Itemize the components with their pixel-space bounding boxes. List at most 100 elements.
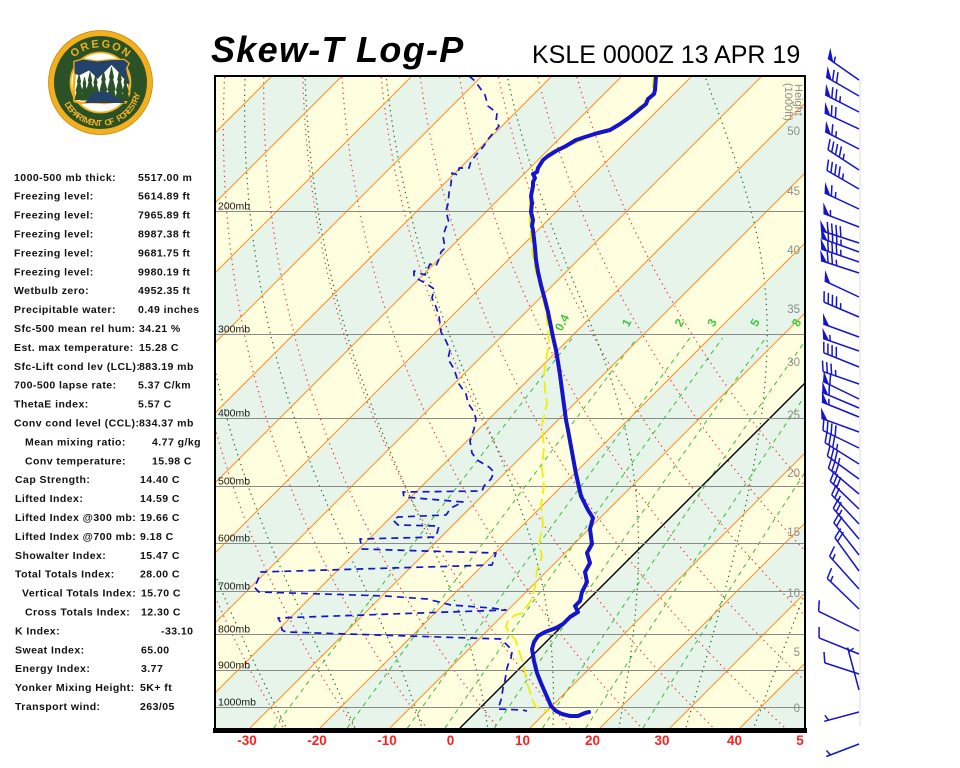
svg-text:G: G bbox=[101, 38, 111, 51]
svg-text:Transport wind:: Transport wind: bbox=[15, 701, 101, 713]
svg-text:200mb: 200mb bbox=[218, 201, 250, 213]
svg-text:5.37 C/km: 5.37 C/km bbox=[138, 380, 191, 392]
svg-text:0.49 inches: 0.49 inches bbox=[138, 304, 200, 316]
svg-text:E: E bbox=[91, 38, 100, 51]
svg-text:5: 5 bbox=[794, 647, 800, 659]
svg-text:Est. max temperature:: Est. max temperature: bbox=[14, 342, 134, 354]
svg-text:Height: Height bbox=[792, 84, 804, 116]
svg-text:15.28 C: 15.28 C bbox=[139, 342, 179, 354]
svg-text:15.47 C: 15.47 C bbox=[140, 550, 180, 562]
svg-text:15.70 C: 15.70 C bbox=[141, 588, 181, 600]
svg-text:Sfc-Lift cond lev (LCL):: Sfc-Lift cond lev (LCL): bbox=[14, 361, 140, 373]
svg-text:T: T bbox=[128, 98, 140, 108]
svg-text:500mb: 500mb bbox=[218, 476, 250, 488]
svg-text:10: 10 bbox=[515, 733, 530, 748]
svg-text:700-500 lapse rate:: 700-500 lapse rate: bbox=[14, 380, 117, 392]
svg-text:900mb: 900mb bbox=[218, 660, 250, 672]
svg-text:5517.00 m: 5517.00 m bbox=[138, 172, 192, 184]
svg-text:Energy Index:: Energy Index: bbox=[15, 663, 90, 675]
svg-text:25: 25 bbox=[787, 410, 800, 422]
svg-text:Cap Strength:: Cap Strength: bbox=[15, 474, 90, 486]
svg-text:D: D bbox=[63, 100, 75, 110]
svg-text:KSLE 0000Z 13 APR 19: KSLE 0000Z 13 APR 19 bbox=[532, 41, 800, 69]
svg-text:0: 0 bbox=[447, 733, 455, 748]
svg-text:Lifted Index:: Lifted Index: bbox=[15, 493, 83, 505]
svg-text:65.00: 65.00 bbox=[141, 644, 170, 656]
svg-text:Vertical Totals Index:: Vertical Totals Index: bbox=[22, 588, 136, 600]
svg-text:Skew-T Log-P: Skew-T Log-P bbox=[211, 29, 465, 70]
svg-text:-30: -30 bbox=[237, 733, 257, 748]
svg-text:T: T bbox=[79, 113, 89, 125]
svg-text:4.77 g/kg: 4.77 g/kg bbox=[152, 436, 201, 448]
svg-text:883.19 mb: 883.19 mb bbox=[139, 361, 194, 373]
svg-text:P: P bbox=[68, 106, 79, 117]
svg-text:F: F bbox=[115, 112, 125, 123]
svg-text:12.30 C: 12.30 C bbox=[141, 607, 181, 619]
svg-text:R: R bbox=[130, 94, 142, 104]
svg-text:3.77: 3.77 bbox=[141, 663, 163, 675]
svg-text:Sweat Index:: Sweat Index: bbox=[15, 644, 85, 656]
svg-text:50: 50 bbox=[787, 126, 800, 138]
svg-text:28.00 C: 28.00 C bbox=[140, 569, 180, 581]
svg-text:35: 35 bbox=[787, 304, 800, 316]
svg-text:700mb: 700mb bbox=[218, 581, 250, 593]
svg-text:Freezing level:: Freezing level: bbox=[14, 191, 94, 203]
svg-text:263/05: 263/05 bbox=[140, 701, 175, 713]
svg-text:K Index:: K Index: bbox=[15, 625, 60, 637]
svg-text:40: 40 bbox=[727, 733, 742, 748]
svg-text:O: O bbox=[117, 109, 129, 121]
svg-text:1000mb: 1000mb bbox=[218, 697, 256, 709]
svg-text:M: M bbox=[82, 115, 92, 127]
svg-text:300mb: 300mb bbox=[218, 324, 250, 336]
svg-text:0: 0 bbox=[794, 703, 800, 715]
svg-text:Y: Y bbox=[131, 91, 142, 99]
svg-text:800mb: 800mb bbox=[218, 624, 250, 636]
svg-text:600mb: 600mb bbox=[218, 533, 250, 545]
svg-text:5K+ ft: 5K+ ft bbox=[140, 682, 172, 694]
svg-text:Freezing level:: Freezing level: bbox=[14, 266, 94, 278]
svg-text:F: F bbox=[108, 116, 116, 127]
svg-text:Freezing level:: Freezing level: bbox=[14, 229, 94, 241]
svg-text:400mb: 400mb bbox=[218, 408, 250, 420]
svg-text:A: A bbox=[71, 109, 82, 121]
svg-text:30: 30 bbox=[654, 733, 669, 748]
svg-text:4952.35 ft: 4952.35 ft bbox=[138, 285, 190, 297]
svg-text:E: E bbox=[65, 103, 77, 114]
svg-text:Lifted Index @300 mb:: Lifted Index @300 mb: bbox=[15, 512, 136, 524]
svg-text:19.66 C: 19.66 C bbox=[140, 512, 180, 524]
svg-text:15: 15 bbox=[787, 527, 800, 539]
svg-text:1000-500 mb thick:: 1000-500 mb thick: bbox=[14, 172, 116, 184]
svg-text:Conv cond level (CCL):: Conv cond level (CCL): bbox=[14, 418, 139, 430]
svg-text:9681.75 ft: 9681.75 ft bbox=[138, 247, 190, 259]
svg-text:5614.89 ft: 5614.89 ft bbox=[138, 191, 190, 203]
svg-text:(1000ft): (1000ft) bbox=[782, 83, 794, 121]
svg-text:15.98 C: 15.98 C bbox=[152, 455, 192, 467]
svg-text:14.59 C: 14.59 C bbox=[140, 493, 180, 505]
svg-text:R: R bbox=[79, 40, 91, 54]
svg-text:-20: -20 bbox=[307, 733, 327, 748]
svg-text:Yonker Mixing Height:: Yonker Mixing Height: bbox=[15, 682, 135, 694]
svg-text:34.21 %: 34.21 % bbox=[139, 323, 181, 335]
svg-text:5: 5 bbox=[796, 733, 804, 748]
svg-text:5.57 C: 5.57 C bbox=[138, 399, 172, 411]
svg-text:45: 45 bbox=[787, 186, 800, 198]
svg-text:Lifted Index @700 mb:: Lifted Index @700 mb: bbox=[15, 531, 136, 543]
svg-text:Sfc-500 mean rel hum:: Sfc-500 mean rel hum: bbox=[14, 323, 136, 335]
svg-text:20: 20 bbox=[787, 468, 800, 480]
svg-text:9.18 C: 9.18 C bbox=[140, 531, 174, 543]
svg-text:Freezing level:: Freezing level: bbox=[14, 210, 94, 222]
svg-text:Mean mixing ratio:: Mean mixing ratio: bbox=[25, 436, 126, 448]
svg-text:Conv temperature:: Conv temperature: bbox=[25, 455, 126, 467]
svg-text:E: E bbox=[123, 104, 134, 115]
svg-text:20: 20 bbox=[585, 733, 600, 748]
svg-text:E: E bbox=[87, 116, 95, 127]
svg-text:Total Totals Index:: Total Totals Index: bbox=[15, 569, 115, 581]
svg-text:30: 30 bbox=[787, 357, 800, 369]
svg-text:10: 10 bbox=[787, 588, 800, 600]
svg-text:N: N bbox=[92, 117, 100, 128]
svg-text:40: 40 bbox=[787, 245, 800, 257]
svg-text:7965.89 ft: 7965.89 ft bbox=[138, 210, 190, 222]
svg-text:834.37 mb: 834.37 mb bbox=[139, 418, 194, 430]
svg-text:Precipitable water:: Precipitable water: bbox=[14, 304, 116, 316]
svg-text:R: R bbox=[75, 111, 86, 123]
